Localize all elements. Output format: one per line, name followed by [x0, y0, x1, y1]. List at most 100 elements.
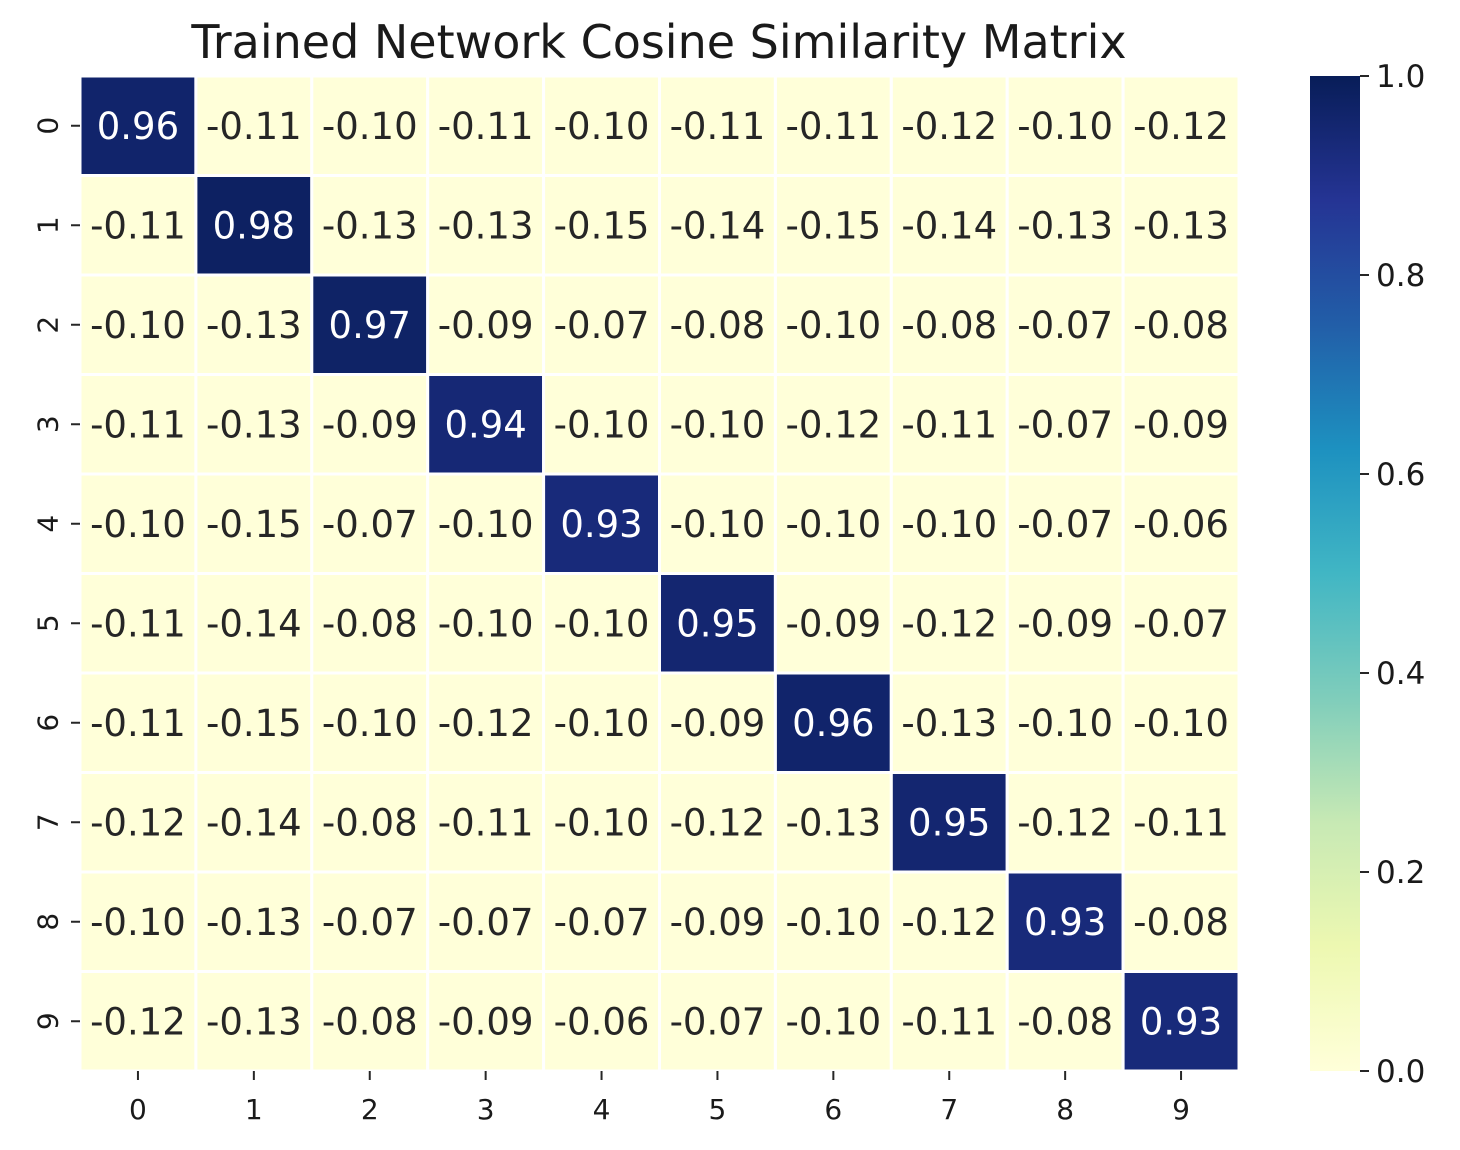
x-tick-label: 5 [709, 1093, 727, 1126]
y-tick-label: 2 [32, 316, 65, 334]
cell-value-label: -0.11 [90, 602, 186, 645]
cell-value-label: -0.11 [206, 105, 302, 148]
heatmap-cell-8-1 [194, 870, 314, 973]
heatmap-cell-8-3 [426, 870, 546, 973]
heatmap-cell-1-1 [194, 174, 314, 277]
cell-value-label: -0.10 [785, 1000, 881, 1043]
cell-value-label: -0.07 [322, 901, 418, 944]
x-tick-label: 6 [824, 1093, 842, 1126]
heatmap-cell-6-5 [658, 671, 777, 774]
heatmap-cell-9-4 [542, 970, 661, 1073]
cell-value-label: -0.12 [438, 702, 534, 745]
cell-value-label: -0.10 [438, 503, 534, 546]
y-tick-label: 8 [32, 913, 65, 931]
heatmap-cell-0-1 [194, 74, 314, 177]
cell-value-label: -0.12 [670, 801, 766, 844]
heatmap-cell-1-6 [773, 174, 893, 277]
heatmap-cell-7-9 [1121, 771, 1241, 874]
heatmap-cell-2-7 [889, 273, 1009, 376]
cell-value-label: 0.94 [444, 403, 526, 446]
cell-value-label: -0.10 [554, 801, 650, 844]
heatmap-cell-4-7 [889, 472, 1009, 575]
cell-value-label: -0.12 [1017, 801, 1113, 844]
heatmap-cell-7-1 [194, 771, 314, 874]
cell-value-label: -0.15 [206, 503, 302, 546]
heatmap-cell-3-0 [78, 373, 198, 476]
chart-title: Trained Network Cosine Similarity Matrix [190, 15, 1126, 69]
cell-value-label: -0.09 [322, 403, 418, 446]
x-tick-label: 2 [361, 1093, 379, 1126]
heatmap-cell-9-0 [78, 970, 198, 1073]
heatmap-cell-5-0 [78, 572, 198, 675]
heatmap-cell-5-3 [426, 572, 546, 675]
cell-value-label: 0.93 [1024, 901, 1106, 944]
heatmap-cell-5-5 [658, 572, 777, 675]
heatmap-cell-3-5 [658, 373, 777, 476]
x-tick-label: 7 [940, 1093, 958, 1126]
cell-value-label: -0.10 [670, 403, 766, 446]
cell-value-label: -0.09 [670, 901, 766, 944]
cell-value-label: -0.11 [90, 702, 186, 745]
cell-value-label: -0.09 [670, 702, 766, 745]
heatmap-cell-1-9 [1121, 174, 1241, 277]
cell-value-label: -0.13 [1133, 204, 1229, 247]
cell-value-label: -0.13 [206, 304, 302, 347]
cell-value-label: -0.08 [670, 304, 766, 347]
cell-value-label: -0.15 [206, 702, 302, 745]
cell-value-label: -0.12 [901, 901, 997, 944]
cell-value-label: -0.07 [1017, 503, 1113, 546]
cell-value-label: -0.14 [670, 204, 766, 247]
colorbar-tick-label: 0.0 [1376, 1054, 1425, 1090]
cell-value-label: -0.10 [554, 702, 650, 745]
heatmap-cell-4-9 [1121, 472, 1241, 575]
cell-value-label: -0.10 [785, 503, 881, 546]
cell-value-label: -0.15 [785, 204, 881, 247]
heatmap-cell-5-4 [542, 572, 661, 675]
cell-value-label: -0.10 [785, 901, 881, 944]
heatmap-cell-7-5 [658, 771, 777, 874]
cell-value-label: -0.12 [1133, 105, 1229, 148]
heatmap-cell-9-6 [773, 970, 893, 1073]
cell-value-label: -0.06 [1133, 503, 1229, 546]
heatmap-cell-9-8 [1005, 970, 1125, 1073]
cell-value-label: -0.09 [438, 1000, 534, 1043]
cell-value-label: -0.09 [1017, 602, 1113, 645]
cell-value-label: -0.13 [322, 204, 418, 247]
cell-value-label: -0.11 [670, 105, 766, 148]
heatmap-cell-9-9 [1121, 970, 1241, 1073]
x-axis-ticks: 0 1 2 3 4 5 6 7 8 9 [129, 1071, 1190, 1126]
cell-value-label: -0.11 [785, 105, 881, 148]
heatmap-cell-4-1 [194, 472, 314, 575]
heatmap-cell-2-1 [194, 273, 314, 376]
cell-value-label: -0.14 [901, 204, 997, 247]
heatmap-cell-0-5 [658, 74, 777, 177]
cell-value-label: -0.07 [554, 304, 650, 347]
cell-value-label: -0.13 [785, 801, 881, 844]
cell-value-label: -0.13 [206, 901, 302, 944]
heatmap-cell-7-6 [773, 771, 893, 874]
cell-value-label: -0.10 [322, 702, 418, 745]
cell-value-label: -0.15 [554, 204, 650, 247]
y-axis-ticks: 0 1 2 3 4 5 6 7 8 9 [32, 117, 80, 1030]
heatmap-cell-6-8 [1005, 671, 1125, 774]
y-tick-label: 1 [32, 216, 65, 234]
cell-value-label: 0.95 [908, 801, 990, 844]
cell-value-label: -0.14 [206, 602, 302, 645]
cell-value-label: -0.10 [670, 503, 766, 546]
cell-value-label: -0.07 [1133, 602, 1229, 645]
y-tick-label: 3 [32, 415, 65, 433]
heatmap-cell-8-6 [773, 870, 893, 973]
cell-value-label: -0.08 [322, 1000, 418, 1043]
heatmap-cell-2-6 [773, 273, 893, 376]
heatmap-cell-2-9 [1121, 273, 1241, 376]
heatmap-cells [78, 74, 1241, 1073]
cell-value-label: 0.97 [329, 304, 411, 347]
heatmap-cell-labels: 0.96 -0.11 -0.10 -0.11 -0.10 -0.11 -0.11 -0.12-… [90, 105, 1229, 1044]
cell-value-label: -0.14 [206, 801, 302, 844]
cell-value-label: -0.10 [1017, 702, 1113, 745]
x-tick-label: 8 [1056, 1093, 1074, 1126]
heatmap-cell-1-3 [426, 174, 546, 277]
heatmap-cell-1-7 [889, 174, 1009, 277]
heatmap-cell-8-4 [542, 870, 661, 973]
cell-value-label: -0.10 [438, 602, 534, 645]
